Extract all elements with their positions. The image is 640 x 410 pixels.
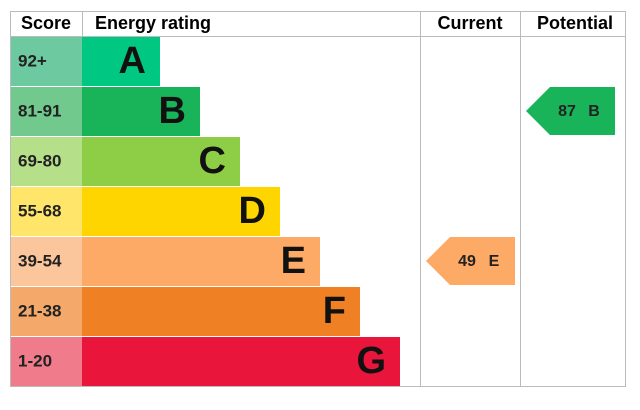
- score-cell: [11, 137, 82, 186]
- score-label: 55-68: [18, 201, 61, 220]
- score-cell: [11, 287, 82, 336]
- potential-letter: B: [588, 103, 600, 120]
- rating-bar: [82, 187, 280, 236]
- rating-letter: C: [199, 140, 226, 182]
- current-value: 49: [458, 253, 476, 270]
- rating-bar: [82, 87, 200, 136]
- current-arrow: [426, 237, 515, 285]
- score-label: 21-38: [18, 301, 61, 320]
- score-label: 81-91: [18, 101, 61, 120]
- rating-letter: E: [281, 240, 306, 282]
- score-cell: [11, 337, 82, 386]
- rating-letter: B: [159, 90, 186, 132]
- header-rating: Energy rating: [95, 13, 211, 33]
- score-cell: [11, 187, 82, 236]
- rating-letter: G: [356, 340, 386, 382]
- rating-bar: [82, 287, 360, 336]
- score-label: 1-20: [18, 351, 52, 370]
- header-potential: Potential: [537, 13, 613, 33]
- rating-bar: [82, 337, 400, 386]
- header-score: Score: [21, 13, 71, 33]
- rating-letter: F: [323, 290, 346, 332]
- rating-bar: [82, 37, 160, 86]
- score-label: 39-54: [18, 251, 62, 270]
- score-label: 69-80: [18, 151, 61, 170]
- potential-value: 87: [558, 103, 576, 120]
- header-current: Current: [437, 13, 502, 33]
- score-cell: [11, 237, 82, 286]
- score-cell: [11, 87, 82, 136]
- potential-arrow: [526, 87, 615, 135]
- current-letter: E: [489, 253, 500, 270]
- score-label: 92+: [18, 51, 47, 70]
- rating-bar: [82, 137, 240, 186]
- rating-bar: [82, 237, 320, 286]
- rating-letter: D: [239, 190, 266, 232]
- score-cell: [11, 37, 82, 86]
- rating-letter: A: [119, 40, 146, 82]
